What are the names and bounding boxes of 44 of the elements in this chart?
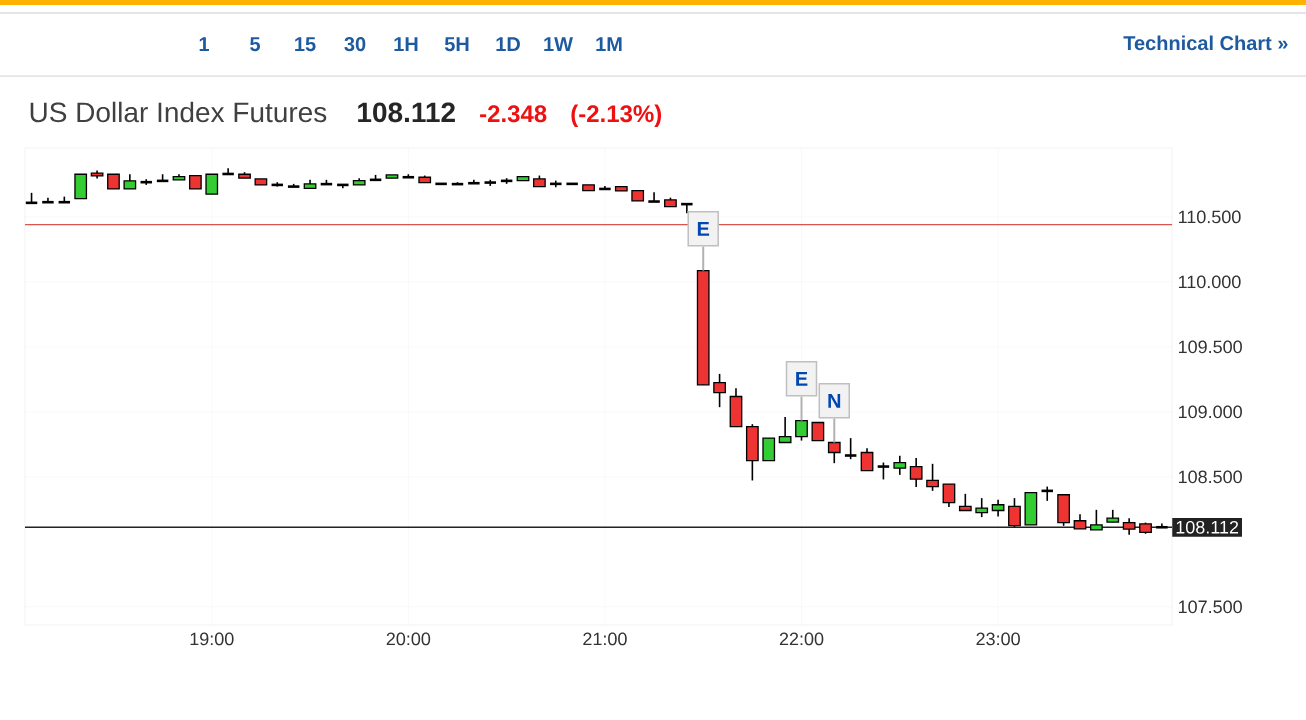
annotation: E [796,371,808,386]
candlestick [647,191,662,203]
y-tick-label: 109.500 [1178,340,1242,354]
annotation: N [828,393,841,408]
x-tick-label: 19:00 [190,632,234,646]
candlestick [975,497,989,518]
candlestick [860,447,874,472]
y-tick-label: 110.500 [1178,210,1241,224]
candlestick [713,373,726,408]
chart-subtitle: 108.112 [358,102,455,123]
text: 5H [444,37,469,52]
x-tick-label: 22:00 [779,632,824,646]
y-tick-label: 108.500 [1178,470,1242,484]
candlestick [843,437,858,460]
candlestick [909,457,923,488]
candlestick [762,437,776,462]
text: 1W [544,37,573,51]
candlestick [893,454,907,476]
text: 15 [295,37,316,52]
candlestick [811,421,825,442]
x-tick-label: 20:00 [386,632,431,646]
text: 1D [496,37,520,51]
text: Technical Chart » [1123,35,1288,51]
y-tick-label: 109.000 [1178,405,1242,419]
text: (-2.13%) [571,104,662,127]
candlestick [205,173,219,195]
y-tick-label: 110.000 [1178,275,1241,289]
candlestick [926,463,939,492]
x-tick-label: 23:00 [976,632,1020,646]
candlestick [942,483,956,508]
x-tick-label: 21:00 [583,632,627,646]
ref-line-label: 108.112 [1176,520,1239,534]
candlestick [1008,497,1021,528]
candlestick [778,416,792,444]
text: 1M [596,37,622,51]
chart-title: US Dollar Index Futures [30,101,327,123]
text: 1H [394,37,418,51]
candlestick [1089,509,1103,531]
text: 1 [199,37,210,51]
text: -2.348 [480,105,547,123]
text: 5 [250,37,261,52]
y-tick-label: 107.500 [1178,600,1242,614]
text: 30 [344,37,366,52]
annotation: E [697,221,710,236]
